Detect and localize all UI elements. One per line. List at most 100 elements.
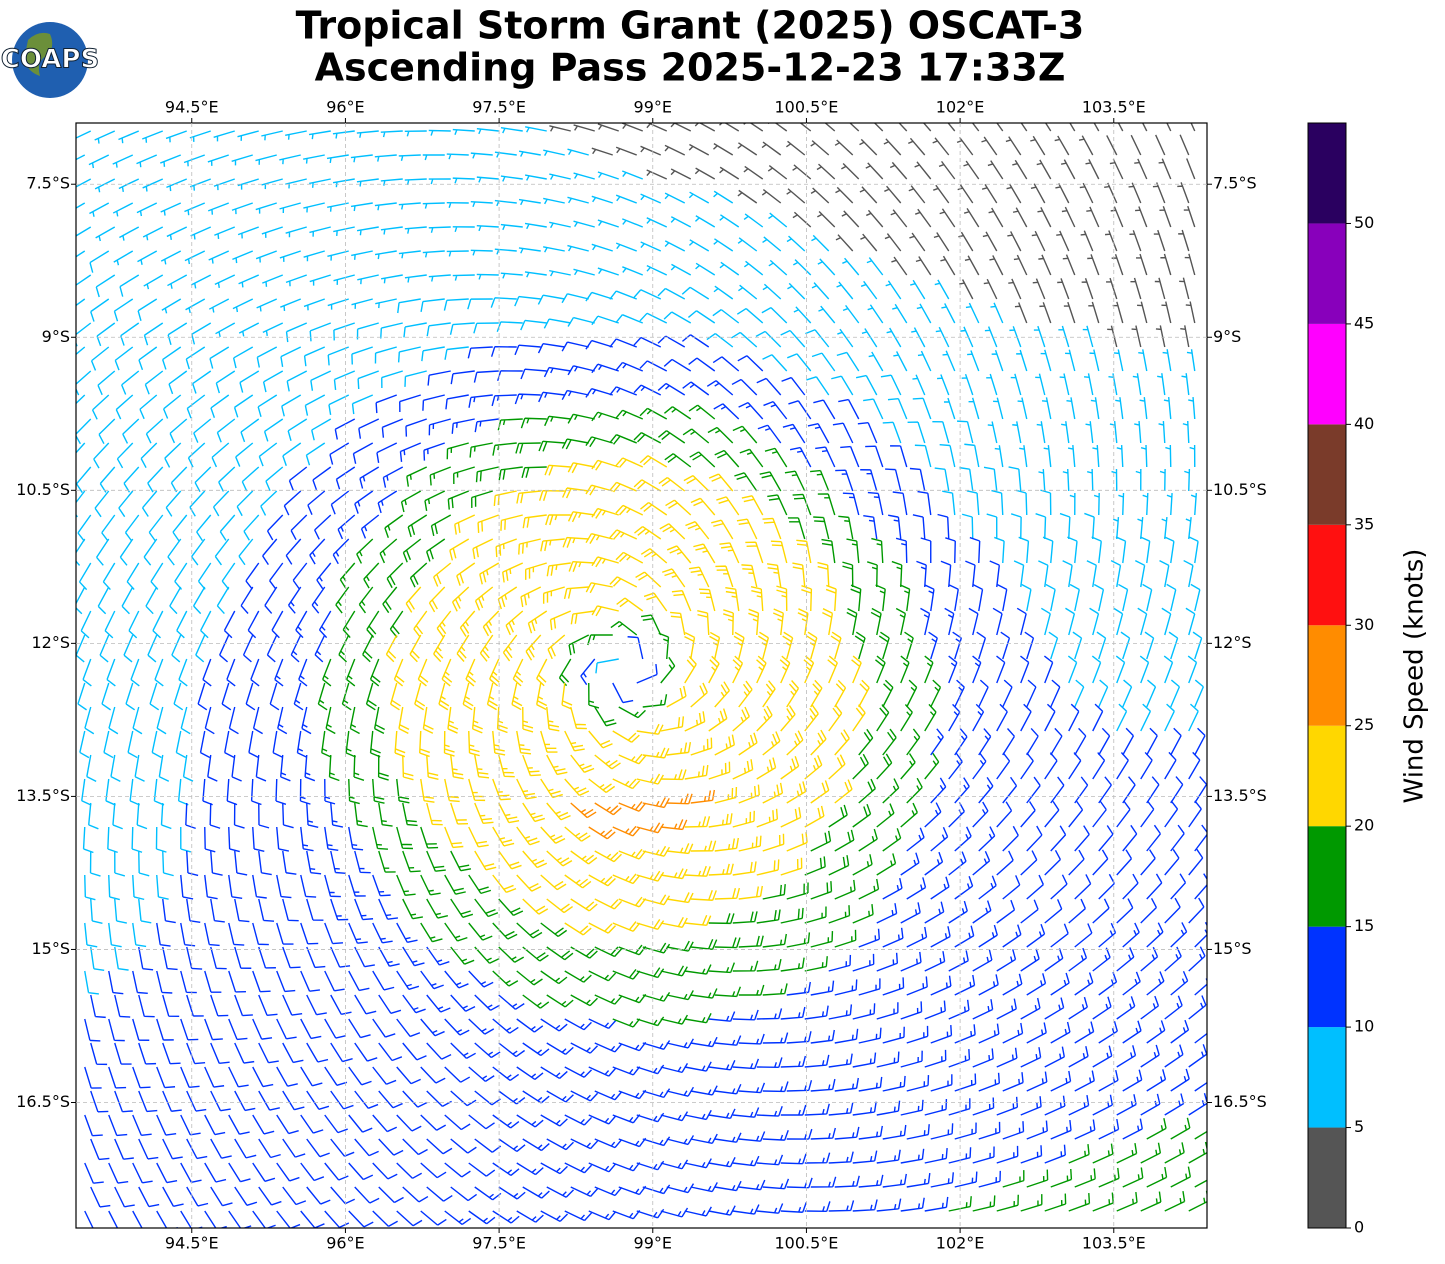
wind-barb: [108, 1018, 125, 1042]
wind-barb: [670, 611, 686, 636]
wind-barb: [1132, 373, 1142, 396]
wind-barb: [210, 994, 229, 1017]
wind-barb: [719, 542, 740, 564]
wind-barb: [500, 127, 523, 134]
wind-barb: [403, 322, 427, 338]
wind-barb: [660, 965, 688, 977]
wind-barb: [136, 154, 158, 168]
wind-barb: [1140, 1093, 1161, 1116]
wind-barb: [876, 753, 893, 780]
wind-barb: [996, 1096, 1019, 1116]
wind-barb: [228, 1114, 250, 1135]
wind-barb: [76, 634, 86, 663]
wind-barb: [540, 1018, 568, 1032]
wind-barb: [282, 802, 294, 829]
wind-barb: [852, 704, 866, 732]
wind-barb: [474, 1186, 502, 1201]
wind-barb: [300, 874, 317, 898]
wind-barb: [106, 658, 116, 687]
wind-barb: [306, 1042, 329, 1063]
wind-barb: [450, 994, 476, 1012]
wind-barb: [525, 126, 547, 133]
wind-barb: [738, 984, 765, 996]
wind-barb: [906, 1025, 929, 1044]
wind-barb: [1144, 631, 1155, 660]
wind-barb: [989, 255, 1004, 276]
wind-barb: [1117, 123, 1124, 132]
wind-barb: [492, 778, 511, 801]
wind-barb: [407, 514, 428, 538]
wind-barb: [1024, 631, 1035, 660]
wind-barb: [426, 1138, 453, 1155]
wind-barb: [209, 346, 230, 369]
wind-barb: [930, 975, 952, 996]
wind-barb: [333, 274, 355, 285]
wind-barb: [561, 487, 589, 499]
wind-barb: [957, 420, 974, 444]
wind-barb: [1164, 1142, 1185, 1164]
wind-barb: [756, 1203, 784, 1214]
colorbar-label: Wind Speed (knots): [1400, 549, 1430, 804]
wind-barb: [930, 826, 949, 852]
wind-barb: [924, 1098, 948, 1116]
wind-barb: [1078, 135, 1094, 156]
wind-barb: [612, 1114, 641, 1124]
wind-barb: [479, 562, 500, 585]
colorbar-segment: [1308, 1127, 1346, 1228]
wind-barb: [615, 194, 637, 204]
wind-barb: [646, 169, 668, 180]
wind-barb: [334, 418, 356, 440]
wind-barb: [516, 826, 540, 846]
wind-barb: [1096, 631, 1107, 660]
wind-barb: [84, 1114, 103, 1137]
wind-barb: [937, 513, 950, 540]
wind-barb: [660, 868, 688, 880]
wind-barb: [540, 970, 568, 985]
wind-barb: [594, 850, 622, 863]
wind-barb: [810, 780, 830, 804]
wind-barb: [140, 442, 158, 469]
wind-barb: [594, 946, 623, 958]
wind-barb: [132, 1066, 151, 1089]
wind-barb: [549, 610, 572, 631]
wind-barb: [597, 123, 619, 132]
wind-barb: [261, 130, 283, 141]
wind-barb: [643, 592, 668, 612]
wind-barb: [167, 274, 188, 289]
wind-barb: [834, 779, 853, 804]
wind-barb: [546, 1090, 574, 1103]
wind-barb: [128, 610, 140, 639]
wind-barb: [930, 1024, 953, 1044]
wind-barb: [156, 706, 167, 735]
wind-barb: [787, 282, 806, 300]
wind-barb: [719, 166, 740, 180]
wind-barb: [132, 1210, 154, 1228]
wind-barb: [104, 610, 116, 639]
wind-barb: [900, 1001, 923, 1020]
wind-barb: [1116, 898, 1134, 924]
wind-barb: [1044, 752, 1058, 780]
wind-barb: [512, 658, 524, 687]
wind-barb: [522, 898, 549, 915]
wind-barb: [570, 610, 595, 625]
wind-barb: [309, 178, 331, 188]
wind-barb: [335, 466, 356, 490]
wind-barb: [612, 778, 641, 790]
wind-barb: [520, 417, 547, 429]
wind-barb: [824, 123, 836, 132]
wind-barb: [978, 924, 998, 948]
wind-barb: [737, 189, 758, 204]
wind-barb: [404, 130, 427, 137]
wind-barb: [77, 514, 92, 542]
wind-barb: [489, 658, 500, 687]
wind-barb: [1159, 559, 1170, 588]
wind-barb: [306, 898, 324, 921]
wind-barb: [708, 813, 733, 828]
wind-barb: [1092, 1143, 1114, 1164]
wind-barb: [216, 586, 230, 615]
wind-barb: [271, 610, 284, 639]
wind-barb: [882, 778, 900, 804]
wind-barb: [282, 442, 302, 466]
wind-barb: [719, 214, 740, 228]
wind-barb: [609, 338, 638, 348]
